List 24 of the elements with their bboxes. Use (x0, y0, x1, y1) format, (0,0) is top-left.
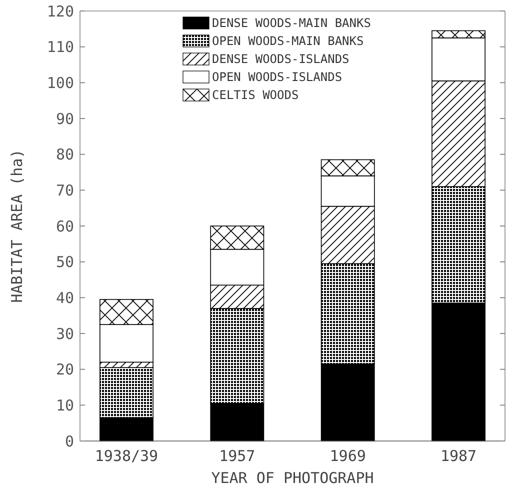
legend-label: OPEN WOODS-MAIN BANKS (212, 34, 364, 48)
y-tick-label: 50 (56, 253, 74, 272)
legend-label: DENSE WOODS-ISLANDS (212, 52, 350, 66)
y-tick-label: 70 (56, 181, 74, 200)
y-tick-label: 0 (64, 432, 74, 450)
y-tick-label: 110 (46, 38, 74, 56)
y-tick-label: 60 (56, 217, 74, 236)
y-tick-label: 10 (56, 396, 74, 414)
x-tick-label: 1987 (440, 447, 477, 465)
legend-label: CELTIS WOODS (212, 88, 299, 102)
y-tick-label: 30 (56, 324, 74, 343)
y-tick-label: 100 (46, 74, 74, 92)
y-axis-title: HABITAT AREA (ha) (8, 149, 26, 303)
y-tick-label: 90 (56, 110, 74, 128)
y-tick-label: 80 (56, 146, 74, 164)
x-tick-label: 1938/39 (94, 447, 158, 465)
y-tick-label: 20 (56, 360, 74, 379)
x-tick-label: 1957 (219, 447, 256, 465)
y-tick-label: 40 (56, 288, 74, 307)
legend-label: DENSE WOODS-MAIN BANKS (212, 16, 371, 30)
y-tick-label: 120 (46, 2, 74, 20)
x-tick-label: 1969 (330, 447, 366, 465)
legend-label: OPEN WOODS-ISLANDS (212, 70, 342, 84)
x-axis-title: YEAR OF PHOTOGRAPH (211, 469, 374, 487)
